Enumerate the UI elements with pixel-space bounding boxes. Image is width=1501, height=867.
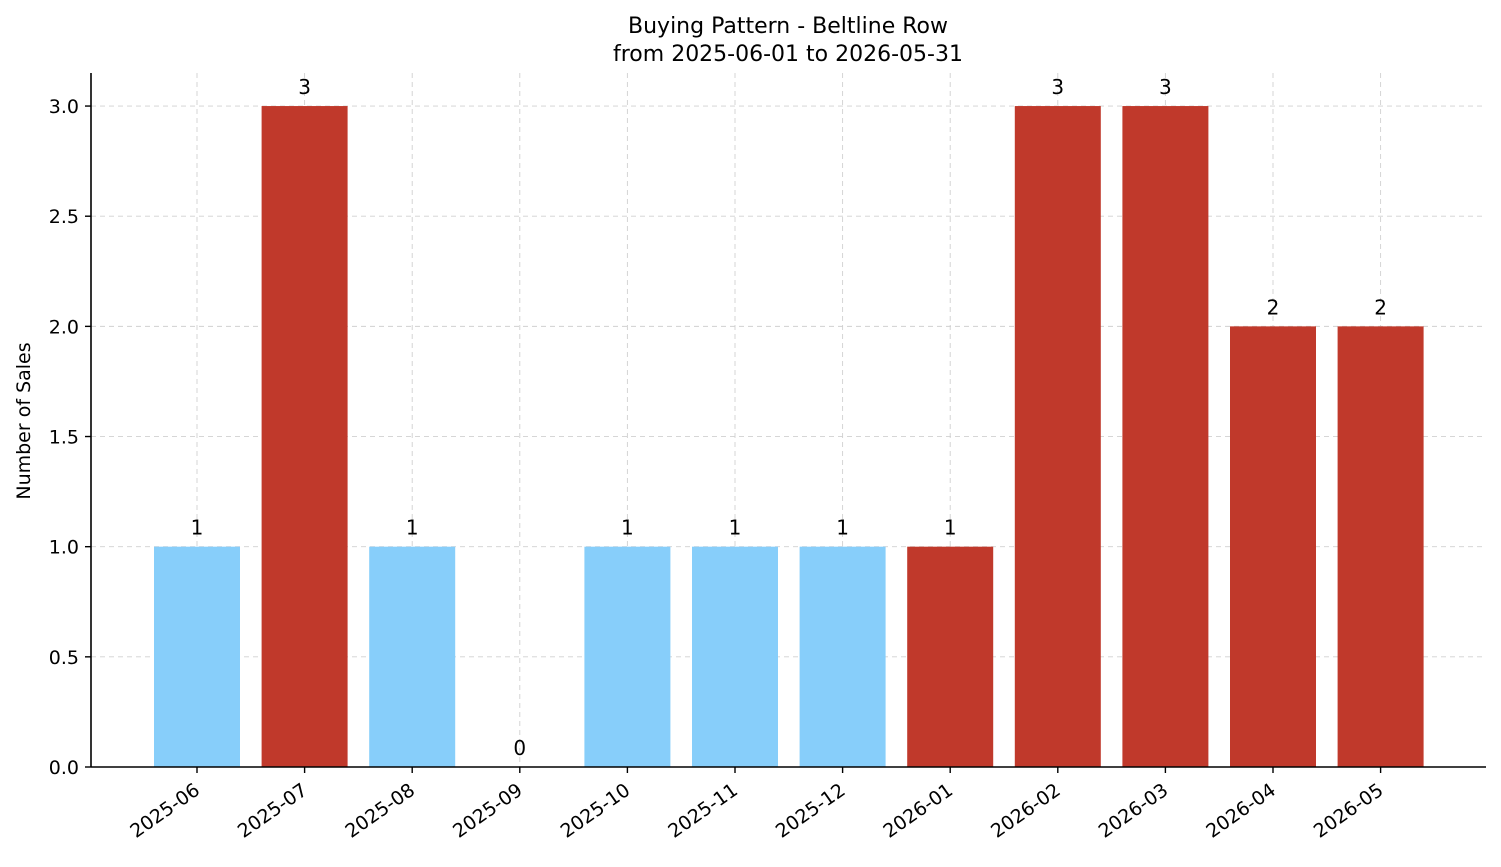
bar-value-label: 1 [836,516,849,540]
y-axis-label: Number of Sales [13,342,35,499]
y-tick-label: 2.5 [49,206,79,228]
bar-2026-01 [907,546,994,767]
x-tick-label: 2025-06 [126,779,204,843]
bar-value-label: 3 [298,75,311,99]
bar-2026-05 [1337,326,1424,767]
x-tick-label: 2025-12 [772,779,850,843]
bar-value-label: 3 [1159,75,1172,99]
bar-2025-06 [154,546,240,767]
chart-subtitle: from 2025-06-01 to 2026-05-31 [613,42,963,67]
y-tick-label: 0.5 [49,647,79,669]
bar-2025-07 [261,106,348,768]
bar-2025-12 [799,546,886,767]
bar-value-label: 1 [191,516,204,540]
bar-value-label: 1 [621,516,634,540]
x-tick-label: 2025-09 [449,779,527,843]
y-tick-label: 1.0 [49,537,79,559]
bar-2025-11 [692,546,778,767]
y-tick-label: 3.0 [49,96,79,118]
axes-layer [85,73,1486,773]
bar-value-label: 2 [1374,295,1387,319]
bar-2025-08 [369,546,456,767]
bar-value-label: 1 [729,516,742,540]
bar-value-label: 2 [1267,295,1280,319]
bar-2026-04 [1230,326,1316,767]
x-tick-label: 2025-08 [341,779,419,843]
y-tick-label: 0.0 [49,757,79,779]
x-tick-label: 2026-03 [1095,779,1173,843]
bar-2026-02 [1014,106,1101,768]
bar-2026-03 [1122,106,1209,768]
bar-2025-10 [584,546,671,767]
bar-value-label: 3 [1051,75,1064,99]
chart-title: Buying Pattern - Beltline Row [628,14,948,39]
x-tick-label: 2025-10 [557,779,635,843]
bar-value-label: 1 [406,516,419,540]
x-tick-label: 2026-02 [987,779,1065,843]
y-tick-label: 1.5 [49,427,79,449]
x-tick-label: 2026-01 [879,779,957,843]
x-tick-label: 2026-05 [1310,779,1388,843]
y-tick-label: 2.0 [49,316,79,338]
x-tick-label: 2026-04 [1202,779,1280,843]
x-tick-label: 2025-11 [664,779,742,843]
bar-value-label: 0 [513,736,526,760]
bar-value-label: 1 [944,516,957,540]
x-tick-label: 2025-07 [234,779,312,843]
bars-layer [154,106,1424,768]
